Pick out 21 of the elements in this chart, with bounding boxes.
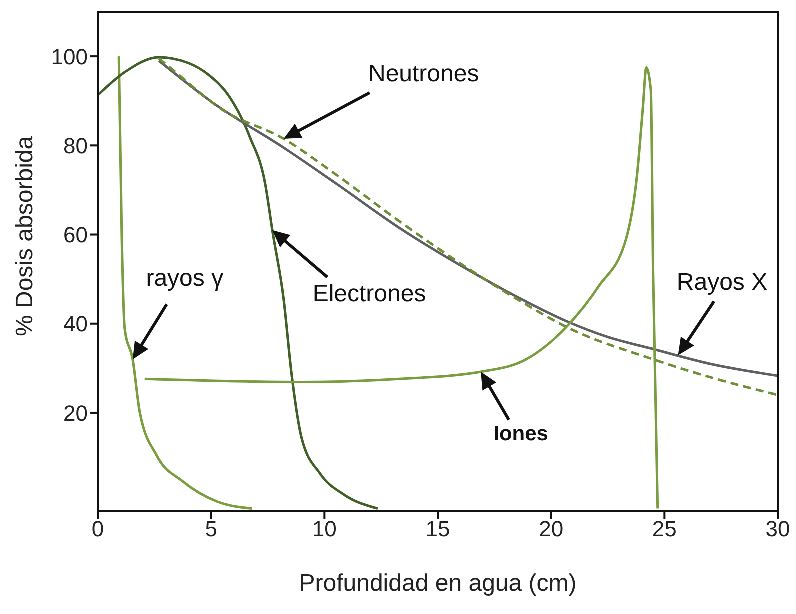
x-axis-title: Profundidad en agua (cm) bbox=[299, 570, 577, 597]
x-tick-label: 5 bbox=[205, 516, 218, 542]
annotation: Rayos X bbox=[676, 268, 768, 296]
y-tick-label: 60 bbox=[64, 222, 88, 248]
annotation: rayos γ bbox=[146, 264, 224, 292]
line-series bbox=[118, 55, 254, 510]
annotation: Neutrones bbox=[368, 60, 480, 88]
line-series bbox=[144, 66, 660, 510]
x-tick-label: 25 bbox=[652, 516, 677, 542]
x-tick-label: 0 bbox=[92, 516, 104, 542]
annotation: Iones bbox=[494, 422, 548, 446]
y-tick-label: 20 bbox=[64, 400, 88, 426]
x-tick-label: 10 bbox=[312, 516, 337, 542]
x-tick-label: 30 bbox=[766, 516, 790, 542]
y-tick-label: 40 bbox=[64, 312, 88, 337]
annotation: Electrones bbox=[312, 280, 426, 308]
x-tick-label: 20 bbox=[539, 516, 564, 542]
y-tick-label: 80 bbox=[64, 133, 88, 158]
y-axis-title: % Dosis absorbida bbox=[12, 136, 39, 336]
x-tick-label: 15 bbox=[426, 516, 450, 542]
y-tick-label: 100 bbox=[51, 44, 88, 70]
